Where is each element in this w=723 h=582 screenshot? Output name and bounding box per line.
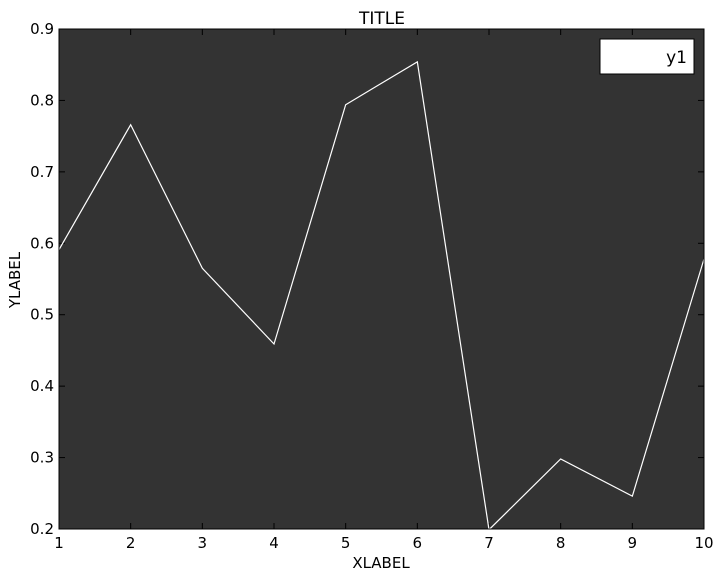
x-tick-label: 10: [694, 534, 713, 552]
x-tick-label: 5: [341, 534, 351, 552]
x-tick-label: 6: [413, 534, 423, 552]
y-tick-label: 0.2: [30, 520, 54, 538]
y-tick-label: 0.8: [30, 91, 54, 109]
x-tick-label: 9: [628, 534, 638, 552]
y-tick-label: 0.9: [30, 20, 54, 38]
y-tick-label: 0.4: [30, 377, 54, 395]
y-tick-label: 0.7: [30, 163, 54, 181]
x-tick-label: 2: [126, 534, 136, 552]
y-tick-label: 0.3: [30, 449, 54, 467]
chart-title: TITLE: [358, 9, 405, 29]
plot-area: [59, 29, 704, 529]
x-tick-label: 8: [556, 534, 566, 552]
legend: y1: [600, 39, 694, 74]
legend-label: y1: [666, 48, 687, 68]
y-tick-label: 0.5: [30, 306, 54, 324]
x-tick-label: 3: [198, 534, 208, 552]
x-tick-label: 1: [54, 534, 64, 552]
y-axis-label: YLABEL: [6, 251, 24, 309]
y-tick-label: 0.6: [30, 234, 54, 252]
x-tick-label: 4: [269, 534, 279, 552]
x-tick-label: 7: [484, 534, 494, 552]
x-axis-label: XLABEL: [352, 554, 410, 572]
